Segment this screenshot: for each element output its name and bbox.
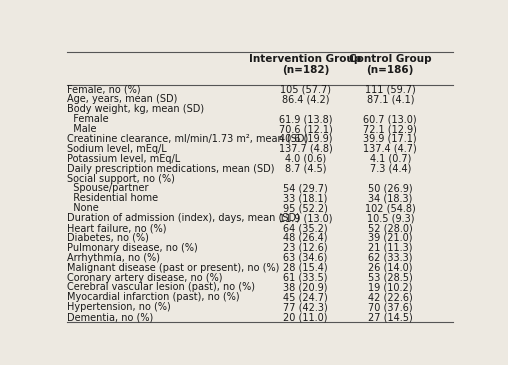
Text: 63 (34.6): 63 (34.6): [283, 253, 328, 263]
Text: Creatinine clearance, ml/min/1.73 m², mean (SD): Creatinine clearance, ml/min/1.73 m², me…: [68, 134, 309, 144]
Text: Heart failure, no (%): Heart failure, no (%): [68, 223, 167, 233]
Text: Spouse/partner: Spouse/partner: [68, 184, 149, 193]
Text: Myocardial infarction (past), no (%): Myocardial infarction (past), no (%): [68, 292, 240, 302]
Text: Daily prescription medications, mean (SD): Daily prescription medications, mean (SD…: [68, 164, 275, 174]
Text: Female: Female: [68, 114, 109, 124]
Text: 4.1 (0.7): 4.1 (0.7): [370, 154, 411, 164]
Text: 27 (14.5): 27 (14.5): [368, 312, 412, 322]
Text: Dementia, no (%): Dementia, no (%): [68, 312, 154, 322]
Text: 48 (26.4): 48 (26.4): [283, 233, 328, 243]
Text: Sodium level, mEq/L: Sodium level, mEq/L: [68, 144, 167, 154]
Text: Diabetes, no (%): Diabetes, no (%): [68, 233, 149, 243]
Text: 70.6 (12.1): 70.6 (12.1): [279, 124, 333, 134]
Text: 54 (29.7): 54 (29.7): [283, 184, 328, 193]
Text: 52 (28.0): 52 (28.0): [368, 223, 412, 233]
Text: Control Group
(n=186): Control Group (n=186): [349, 54, 432, 75]
Text: Male: Male: [68, 124, 97, 134]
Text: 7.3 (4.4): 7.3 (4.4): [370, 164, 411, 174]
Text: 33 (18.1): 33 (18.1): [283, 193, 328, 203]
Text: 102 (54.8): 102 (54.8): [365, 203, 416, 213]
Text: 40.6 (19.9): 40.6 (19.9): [279, 134, 332, 144]
Text: 61.9 (13.8): 61.9 (13.8): [279, 114, 332, 124]
Text: Malignant disease (past or present), no (%): Malignant disease (past or present), no …: [68, 262, 280, 273]
Text: 26 (14.0): 26 (14.0): [368, 262, 412, 273]
Text: Social support, no (%): Social support, no (%): [68, 174, 175, 184]
Text: 42 (22.6): 42 (22.6): [368, 292, 412, 302]
Text: 64 (35.2): 64 (35.2): [283, 223, 328, 233]
Text: Pulmonary disease, no (%): Pulmonary disease, no (%): [68, 243, 198, 253]
Text: 87.1 (4.1): 87.1 (4.1): [366, 95, 414, 104]
Text: 23 (12.6): 23 (12.6): [283, 243, 328, 253]
Text: 137.4 (4.7): 137.4 (4.7): [363, 144, 417, 154]
Text: 8.7 (4.5): 8.7 (4.5): [285, 164, 326, 174]
Text: 72.1 (12.9): 72.1 (12.9): [363, 124, 417, 134]
Text: 70 (37.6): 70 (37.6): [368, 302, 412, 312]
Text: 50 (26.9): 50 (26.9): [368, 184, 412, 193]
Text: 111 (59.7): 111 (59.7): [365, 85, 416, 95]
Text: Intervention Group
(n=182): Intervention Group (n=182): [249, 54, 362, 75]
Text: 28 (15.4): 28 (15.4): [283, 262, 328, 273]
Text: 62 (33.3): 62 (33.3): [368, 253, 412, 263]
Text: 95 (52.2): 95 (52.2): [283, 203, 328, 213]
Text: 45 (24.7): 45 (24.7): [283, 292, 328, 302]
Text: 21 (11.3): 21 (11.3): [368, 243, 412, 253]
Text: 4.0 (0.6): 4.0 (0.6): [285, 154, 326, 164]
Text: Body weight, kg, mean (SD): Body weight, kg, mean (SD): [68, 104, 205, 114]
Text: 39.9 (17.1): 39.9 (17.1): [363, 134, 417, 144]
Text: 20 (11.0): 20 (11.0): [283, 312, 328, 322]
Text: Residential home: Residential home: [68, 193, 158, 203]
Text: Coronary artery disease, no (%): Coronary artery disease, no (%): [68, 273, 223, 283]
Text: 77 (42.3): 77 (42.3): [283, 302, 328, 312]
Text: 34 (18.3): 34 (18.3): [368, 193, 412, 203]
Text: Potassium level, mEq/L: Potassium level, mEq/L: [68, 154, 181, 164]
Text: Duration of admission (index), days, mean (SD): Duration of admission (index), days, mea…: [68, 213, 300, 223]
Text: 61 (33.5): 61 (33.5): [283, 273, 328, 283]
Text: Arrhythmia, no (%): Arrhythmia, no (%): [68, 253, 161, 263]
Text: 19 (10.2): 19 (10.2): [368, 283, 412, 292]
Text: Age, years, mean (SD): Age, years, mean (SD): [68, 95, 178, 104]
Text: 53 (28.5): 53 (28.5): [368, 273, 412, 283]
Text: Hypertension, no (%): Hypertension, no (%): [68, 302, 171, 312]
Text: 39 (21.0): 39 (21.0): [368, 233, 412, 243]
Text: 86.4 (4.2): 86.4 (4.2): [282, 95, 329, 104]
Text: None: None: [68, 203, 99, 213]
Text: Female, no (%): Female, no (%): [68, 85, 141, 95]
Text: 60.7 (13.0): 60.7 (13.0): [363, 114, 417, 124]
Text: Cerebral vascular lesion (past), no (%): Cerebral vascular lesion (past), no (%): [68, 283, 256, 292]
Text: 38 (20.9): 38 (20.9): [283, 283, 328, 292]
Text: 11.9 (13.0): 11.9 (13.0): [279, 213, 332, 223]
Text: 105 (57.7): 105 (57.7): [280, 85, 331, 95]
Text: 10.5 (9.3): 10.5 (9.3): [366, 213, 414, 223]
Text: 137.7 (4.8): 137.7 (4.8): [279, 144, 333, 154]
